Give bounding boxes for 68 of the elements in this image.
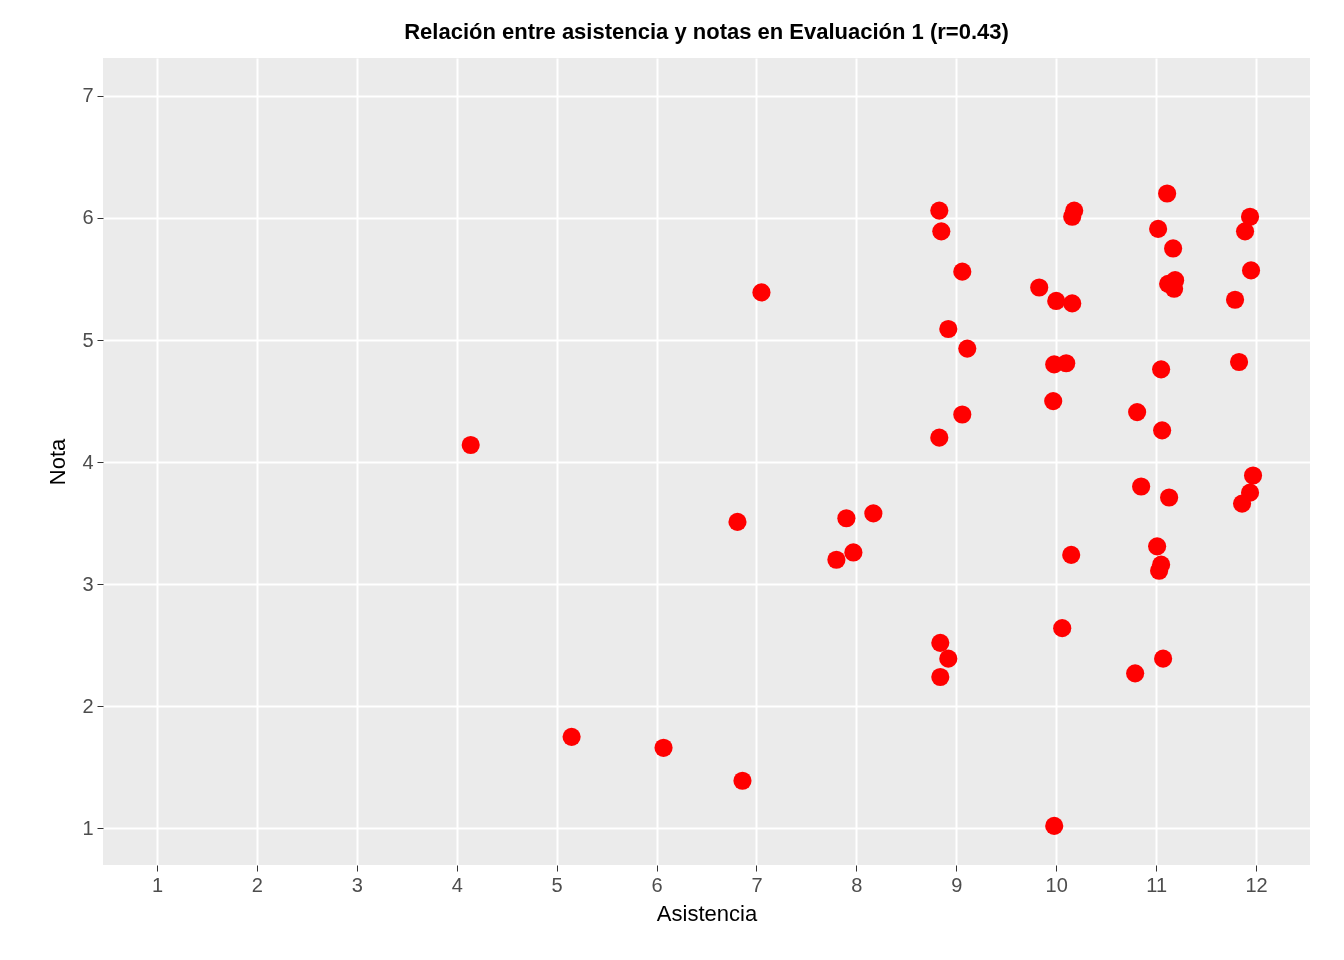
point: [930, 201, 949, 220]
point: [461, 435, 480, 455]
point: [932, 222, 951, 241]
point: [1241, 261, 1261, 280]
point: [1229, 352, 1249, 372]
x-tick-label: 8: [851, 873, 863, 896]
x-tick-label: 9: [951, 873, 963, 896]
chart-title: Relación entre asistencia y notas en Evaluación 1 (r=0.43): [404, 19, 1009, 44]
point: [1057, 354, 1076, 373]
point: [939, 649, 958, 668]
point: [1153, 421, 1172, 440]
y-tick-label: 4: [82, 450, 94, 473]
point: [1149, 219, 1168, 238]
y-axis-title: Nota: [45, 438, 71, 486]
point: [953, 262, 972, 281]
x-tick-label: 10: [1045, 873, 1068, 896]
point: [1047, 291, 1066, 311]
point: [1148, 537, 1167, 556]
point: [1045, 816, 1064, 835]
point: [864, 504, 883, 523]
x-tick-label: 7: [751, 873, 763, 896]
point: [1235, 222, 1255, 241]
x-tick-label: 5: [551, 873, 563, 896]
point: [1225, 290, 1245, 309]
y-tick-label: 2: [82, 694, 94, 717]
x-tick-label: 1: [151, 873, 164, 896]
point: [728, 512, 747, 531]
point: [844, 543, 863, 562]
x-tick-label: 11: [1146, 873, 1168, 896]
x-tick-label: 3: [351, 873, 363, 896]
point: [1063, 294, 1082, 313]
point: [1164, 239, 1183, 258]
point: [958, 339, 977, 358]
point: [931, 633, 950, 652]
point: [1243, 466, 1263, 485]
point: [837, 509, 856, 528]
point: [1053, 619, 1072, 638]
x-tick-label: 6: [651, 873, 663, 896]
y-tick-label: 6: [82, 206, 94, 229]
point: [1030, 278, 1049, 297]
y-tick-label: 1: [82, 816, 94, 839]
point: [654, 738, 673, 757]
point: [1240, 207, 1260, 226]
point: [752, 283, 771, 302]
point: [1062, 545, 1081, 564]
x-tick-label: 4: [451, 873, 463, 896]
point: [1152, 360, 1171, 379]
y-tick-label: 5: [82, 328, 94, 351]
x-axis-title: Asistencia: [656, 900, 758, 926]
point: [1128, 402, 1147, 422]
y-tick-label: 3: [82, 572, 94, 595]
point: [562, 727, 581, 746]
y-tick-label: 7: [82, 84, 94, 107]
point: [1044, 392, 1063, 411]
x-tick-label: 2: [251, 873, 263, 896]
point: [1158, 184, 1177, 203]
point: [1232, 494, 1252, 513]
point: [733, 771, 752, 790]
point: [1154, 649, 1173, 668]
point: [1160, 488, 1179, 507]
point: [1132, 477, 1151, 496]
x-tick-label: 12: [1245, 873, 1268, 896]
point: [953, 405, 972, 424]
point: [1126, 664, 1145, 683]
point: [939, 319, 958, 339]
point: [931, 667, 950, 687]
point: [827, 550, 846, 569]
point: [930, 428, 949, 447]
